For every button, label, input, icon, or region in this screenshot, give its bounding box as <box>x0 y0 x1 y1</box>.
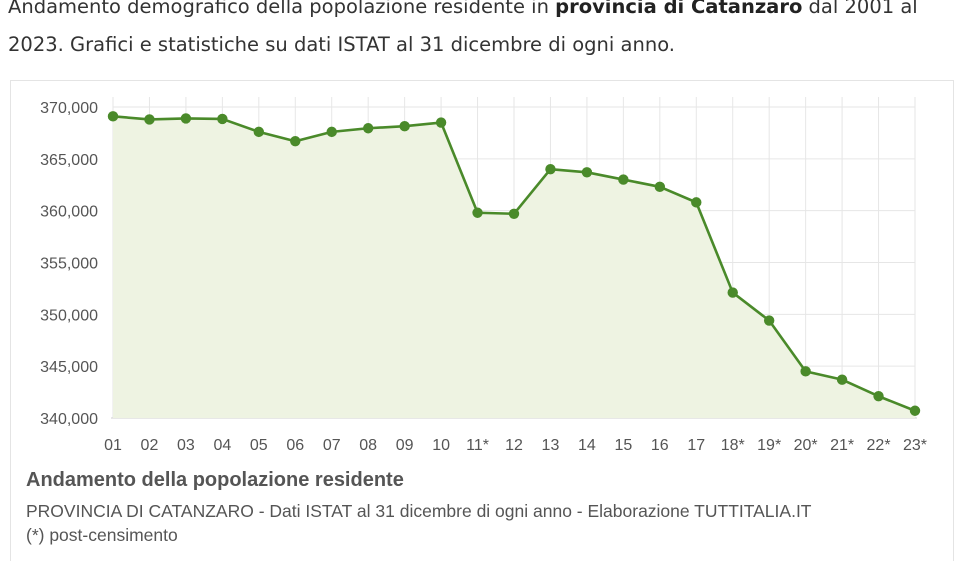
y-tick-label: 360,000 <box>40 204 98 221</box>
x-tick-label: 14 <box>578 437 596 454</box>
x-tick-label: 20* <box>794 437 818 454</box>
x-tick-label: 10 <box>432 437 450 454</box>
data-point-10[interactable] <box>435 117 447 128</box>
data-point-17[interactable] <box>691 197 702 208</box>
x-tick-label: 11* <box>466 437 489 454</box>
data-point-08[interactable] <box>362 123 374 134</box>
chart-subtitle: PROVINCIA DI CATANZARO - Dati ISTAT al 3… <box>26 501 812 521</box>
area-layer <box>113 116 915 418</box>
data-point-04[interactable] <box>217 113 228 125</box>
data-point-11-post[interactable] <box>472 207 483 218</box>
x-tick-label: 12 <box>505 437 523 454</box>
data-point-07[interactable] <box>326 126 337 138</box>
x-tick-label: 18* <box>721 437 745 454</box>
point-layer <box>107 111 921 416</box>
x-tick-label: 13 <box>542 437 560 454</box>
chart-note: (*) post-censimento <box>26 525 178 545</box>
y-tick-label: 365,000 <box>40 152 98 169</box>
data-point-01[interactable] <box>107 111 119 122</box>
x-tick-label: 15 <box>614 437 632 454</box>
data-point-13[interactable] <box>545 164 556 175</box>
y-tick-labels: 340,000 345,000 350,000 355,000 360,000 365,0… <box>40 100 98 428</box>
population-chart: 340,000 345,000 350,000 355,000 360,000 365,0… <box>40 97 927 454</box>
x-tick-label: 17 <box>687 437 705 454</box>
chart-title: Andamento della popolazione residente <box>26 469 404 491</box>
x-tick-label: 05 <box>250 437 268 454</box>
intro-part-2: dal 2001 al 2023. Grafici e statistiche … <box>8 0 918 56</box>
y-tick-label: 355,000 <box>40 256 98 273</box>
x-tick-label: 21* <box>830 437 854 454</box>
y-tick-label: 350,000 <box>40 307 98 324</box>
x-tick-label: 09 <box>396 437 414 454</box>
x-tick-label: 22* <box>867 437 891 454</box>
intro-text: Andamento demografico della popolazione … <box>8 0 958 64</box>
data-point-19-post[interactable] <box>763 315 775 326</box>
x-tick-label: 19* <box>757 437 781 454</box>
x-tick-label: 06 <box>286 437 304 454</box>
y-tick-label: 340,000 <box>40 411 98 428</box>
x-tick-label: 04 <box>213 437 231 454</box>
y-tick-label: 345,000 <box>40 359 98 376</box>
data-point-21-post[interactable] <box>836 374 848 385</box>
data-point-15[interactable] <box>618 174 629 185</box>
data-point-23-post[interactable] <box>909 405 921 416</box>
y-tick-label: 370,000 <box>40 100 98 117</box>
data-point-06[interactable] <box>290 136 301 147</box>
data-point-05[interactable] <box>253 126 265 138</box>
x-tick-label: 23* <box>903 437 927 454</box>
data-point-09[interactable] <box>399 120 410 132</box>
data-point-18-post[interactable] <box>727 287 738 298</box>
x-tick-labels: 01 02 03 04 05 06 07 08 09 10 11* 12 13 14 15 16 17 18* 19… <box>104 437 927 454</box>
x-tick-label: 07 <box>323 437 341 454</box>
x-tick-label: 03 <box>177 437 195 454</box>
data-point-20-post[interactable] <box>800 366 811 377</box>
data-point-03[interactable] <box>180 113 192 124</box>
series-area <box>113 116 915 418</box>
data-point-02[interactable] <box>144 114 155 125</box>
x-tick-label: 02 <box>141 437 159 454</box>
data-point-14[interactable] <box>581 167 593 178</box>
data-point-12[interactable] <box>508 208 520 219</box>
x-tick-label: 01 <box>104 437 122 454</box>
x-tick-label: 16 <box>651 437 669 454</box>
data-point-22-post[interactable] <box>873 391 884 402</box>
x-tick-label: 08 <box>359 437 377 454</box>
data-point-16[interactable] <box>654 181 666 193</box>
intro-part-1: Andamento demografico della popolazione … <box>8 0 556 18</box>
intro-bold-link[interactable]: provincia di Catanzaro <box>555 0 803 18</box>
